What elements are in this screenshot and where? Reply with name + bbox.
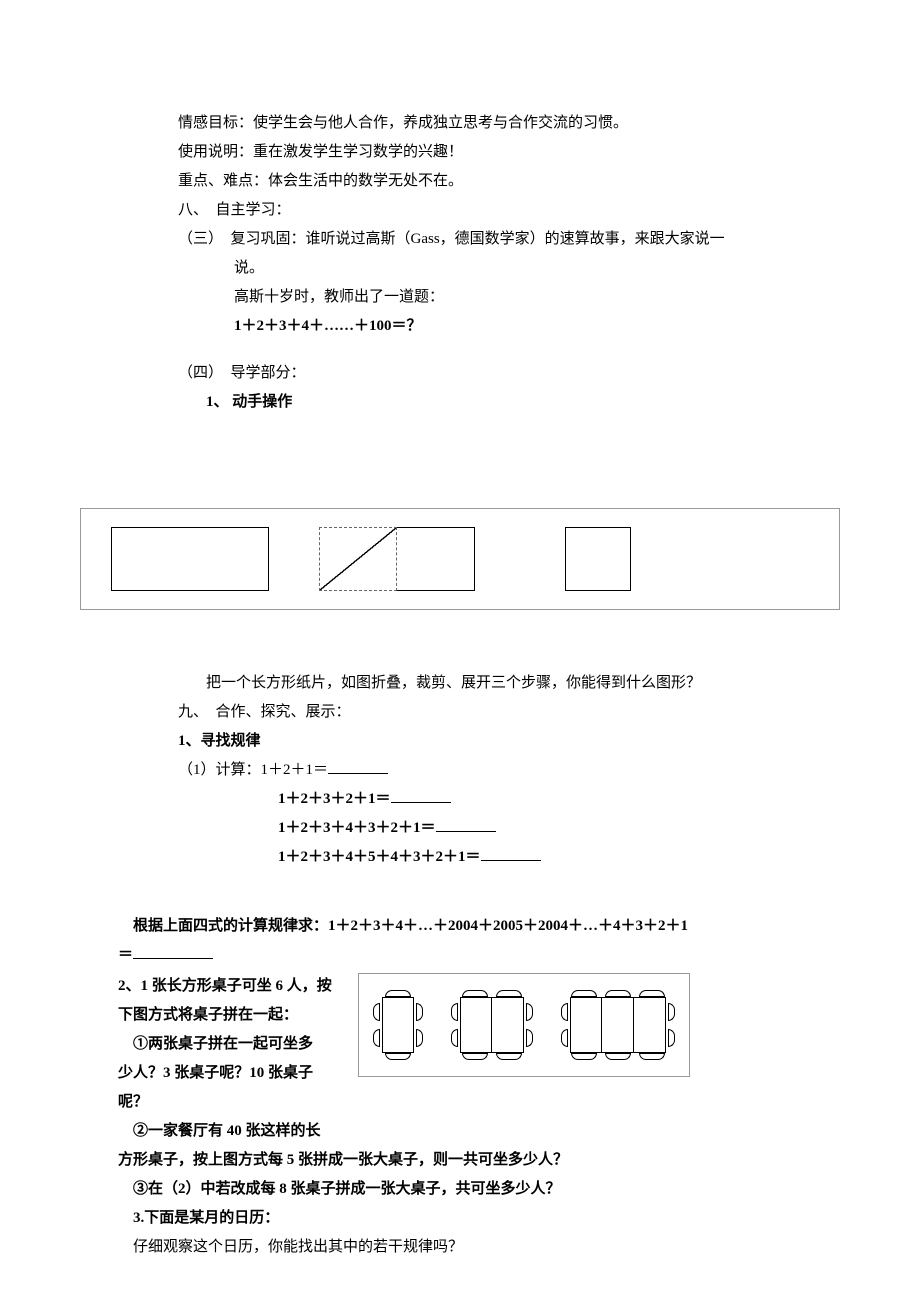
calc-1: （1）计算：1＋2＋1＝ <box>178 757 742 784</box>
desk-double <box>449 990 535 1060</box>
calc-4: 1＋2＋3＋4＋5＋4＋3＋2＋1＝ <box>178 844 742 871</box>
review-line-2: 说。 <box>178 255 742 282</box>
blank-rule <box>133 944 213 959</box>
fold-question: 把一个长方形纸片，如图折叠，裁剪、展开三个步骤，你能得到什么图形？ <box>178 670 742 697</box>
desk-intro-1: 2、1 张长方形桌子可坐 6 人，按 <box>118 973 338 1000</box>
main-content: 情感目标：使学生会与他人合作，养成独立思考与合作交流的习惯。 使用说明：重在激发… <box>0 0 920 458</box>
gauss-equation: 1＋2＋3＋4＋……＋100＝？ <box>178 313 742 340</box>
item-1: 1、 动手操作 <box>178 389 742 416</box>
rect-original <box>111 527 269 591</box>
desk-section: 2、1 张长方形桌子可坐 6 人，按 下图方式将桌子拼在一起： ①两张桌子拼在一… <box>118 973 805 1118</box>
gauss-story: 高斯十岁时，教师出了一道题： <box>178 284 742 311</box>
desk-q2b: 方形桌子，按上图方式每 5 张拼成一张大桌子，则一共可坐多少人？ <box>118 1147 805 1174</box>
goal-emotion: 情感目标：使学生会与他人合作，养成独立思考与合作交流的习惯。 <box>178 110 742 137</box>
rule-content: 根据上面四式的计算规律求：1＋2＋3＋4＋…＋2004＋2005＋2004＋…＋… <box>0 913 920 1303</box>
calc-4-text: 1＋2＋3＋4＋5＋4＋3＋2＋1＝ <box>278 849 481 865</box>
desk-q1b: 少人？3 张桌子呢？10 张桌子 <box>118 1060 338 1087</box>
fold-figure <box>80 508 840 610</box>
section-8-heading: 八、 自主学习： <box>178 197 742 224</box>
desk-q1c: 呢？ <box>118 1089 338 1116</box>
desk-q1a: ①两张桌子拼在一起可坐多 <box>118 1031 338 1058</box>
desk-q3: ③在（2）中若改成每 8 张桌子拼成一张大桌子，共可坐多少人？ <box>118 1176 805 1203</box>
rule-line: 根据上面四式的计算规律求：1＋2＋3＋4＋…＋2004＋2005＋2004＋…＋… <box>118 913 805 940</box>
blank-1 <box>328 759 388 774</box>
key-difficulty: 重点、难点：体会生活中的数学无处不在。 <box>178 168 742 195</box>
rect-result <box>565 527 631 591</box>
review-line-1: （三） 复习巩固：谁听说过高斯（Gass，德国数学家）的速算故事，来跟大家说一 <box>178 226 742 253</box>
rect-folded <box>319 527 475 591</box>
blank-4 <box>481 846 541 861</box>
blank-3 <box>436 817 496 832</box>
rect-fold-right <box>397 527 475 591</box>
desk-intro-2: 下图方式将桌子拼在一起： <box>118 1002 338 1029</box>
calendar-title: 3.下面是某月的日历： <box>118 1205 805 1232</box>
calc-2: 1＋2＋3＋2＋1＝ <box>178 786 742 813</box>
desk-triple <box>559 990 677 1060</box>
calc-3: 1＋2＋3＋4＋3＋2＋1＝ <box>178 815 742 842</box>
rect-fold-left <box>319 527 397 591</box>
blank-2 <box>391 788 451 803</box>
calc-3-text: 1＋2＋3＋4＋3＋2＋1＝ <box>278 820 436 836</box>
calendar-sub: 仔细观察这个日历，你能找出其中的若干规律吗？ <box>118 1234 805 1261</box>
calc-1-label: （1）计算：1＋2＋1＝ <box>178 762 328 778</box>
desk-q2a: ②一家餐厅有 40 张这样的长 <box>118 1118 805 1145</box>
section-4-heading: （四） 导学部分： <box>178 360 742 387</box>
rule-eq-line: ＝ <box>118 942 805 969</box>
desk-text-column: 2、1 张长方形桌子可坐 6 人，按 下图方式将桌子拼在一起： ①两张桌子拼在一… <box>118 973 338 1118</box>
rule-eq-text: ＝ <box>118 947 133 963</box>
usage-note: 使用说明：重在激发学生学习数学的兴趣！ <box>178 139 742 166</box>
calc-2-text: 1＋2＋3＋2＋1＝ <box>278 791 391 807</box>
section-9-heading: 九、 合作、探究、展示： <box>178 699 742 726</box>
mid-content: 把一个长方形纸片，如图折叠，裁剪、展开三个步骤，你能得到什么图形？ 九、 合作、… <box>0 670 920 913</box>
desk-single <box>371 990 425 1060</box>
desk-diagram <box>358 973 690 1077</box>
pattern-title: 1、寻找规律 <box>178 728 742 755</box>
